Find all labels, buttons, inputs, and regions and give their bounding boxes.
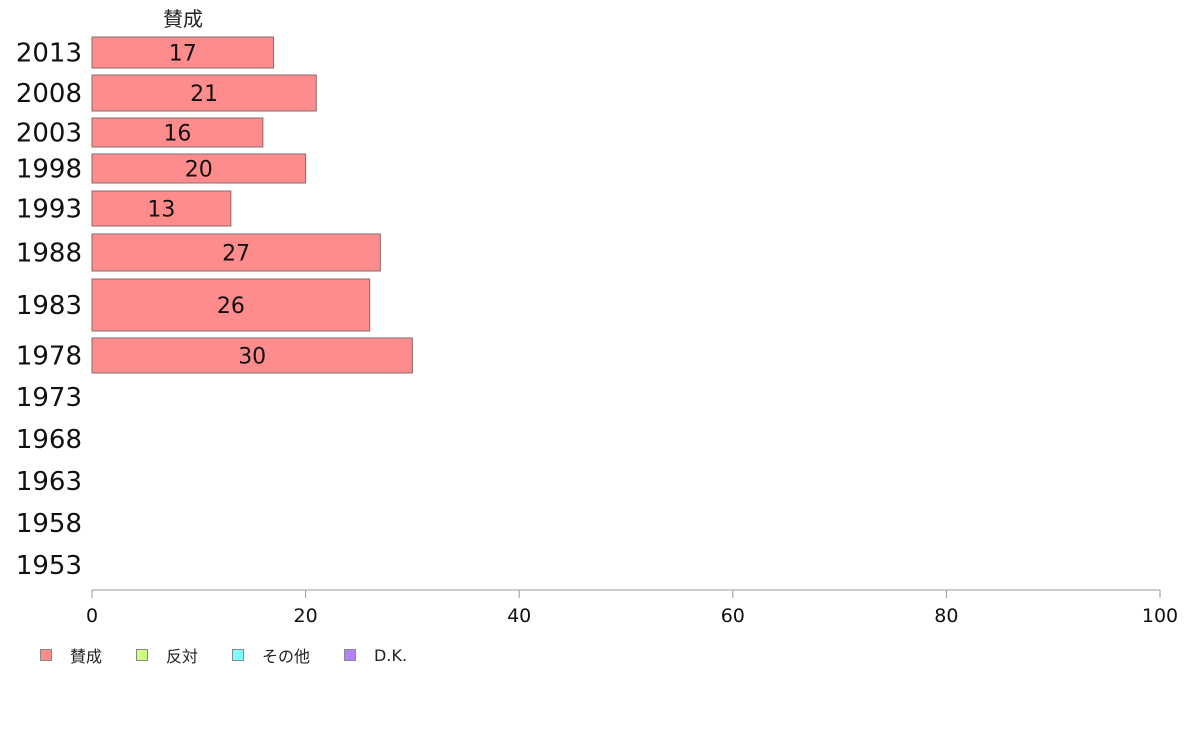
category-label: 2013 xyxy=(16,39,82,69)
category-label: 1998 xyxy=(16,155,82,185)
legend-swatch xyxy=(40,649,52,661)
x-tick-label: 100 xyxy=(1142,605,1178,627)
legend-item: D.K. xyxy=(344,646,407,665)
category-label: 1983 xyxy=(16,291,82,321)
bar-value-label: 20 xyxy=(185,158,213,183)
bar xyxy=(91,36,275,69)
category-label: 2008 xyxy=(16,79,82,109)
category-label: 1953 xyxy=(16,551,82,581)
legend-item: 反対 xyxy=(136,643,198,667)
bar-value-label: 30 xyxy=(238,345,266,370)
category-label: 1978 xyxy=(16,342,82,372)
legend-item: その他 xyxy=(232,643,310,667)
column-header: 賛成 xyxy=(163,7,203,31)
bar xyxy=(91,153,307,184)
legend-swatch xyxy=(232,649,245,661)
bar-value-label: 13 xyxy=(147,198,175,223)
legend-item: 賛成 xyxy=(40,643,102,667)
legend-label: その他 xyxy=(262,647,311,666)
bar xyxy=(91,117,264,148)
legend: 賛成 反対 その他 D.K. xyxy=(40,644,441,666)
legend-swatch xyxy=(136,649,149,661)
x-axis-ticks-layer: 0 20 40 60 80 100 xyxy=(86,590,1178,627)
category-label: 1963 xyxy=(16,467,82,497)
legend-swatch xyxy=(344,649,357,661)
category-label: 1958 xyxy=(16,509,82,539)
category-label: 2003 xyxy=(16,119,82,149)
x-tick-label: 80 xyxy=(934,605,958,627)
x-tick-label: 20 xyxy=(294,605,318,627)
bars-layer xyxy=(91,36,413,374)
bar xyxy=(91,74,317,112)
x-tick-label: 40 xyxy=(507,605,531,627)
category-label: 1993 xyxy=(16,195,82,225)
category-label: 1973 xyxy=(16,383,82,413)
category-label: 1968 xyxy=(16,425,82,455)
bar-value-label: 26 xyxy=(217,294,245,319)
legend-label: 賛成 xyxy=(70,647,103,666)
bar xyxy=(91,278,371,332)
bar-value-label: 27 xyxy=(222,242,250,267)
bar xyxy=(91,233,381,272)
bar-value-label: 17 xyxy=(169,42,197,67)
bar-value-label: 16 xyxy=(163,122,191,147)
bar-value-label: 21 xyxy=(190,82,218,107)
bar xyxy=(91,337,413,374)
legend-label: D.K. xyxy=(374,645,408,665)
x-tick-label: 0 xyxy=(86,605,98,627)
bar-labels-layer: 17 21 16 20 13 27 26 30 xyxy=(147,42,266,370)
legend-label: 反対 xyxy=(166,647,199,666)
x-tick-label: 60 xyxy=(721,605,745,627)
bar xyxy=(91,190,232,227)
category-label: 1988 xyxy=(16,239,82,269)
category-labels-layer: 2013 2008 2003 1998 1993 1988 1983 1978 1973 1968… xyxy=(16,39,82,582)
